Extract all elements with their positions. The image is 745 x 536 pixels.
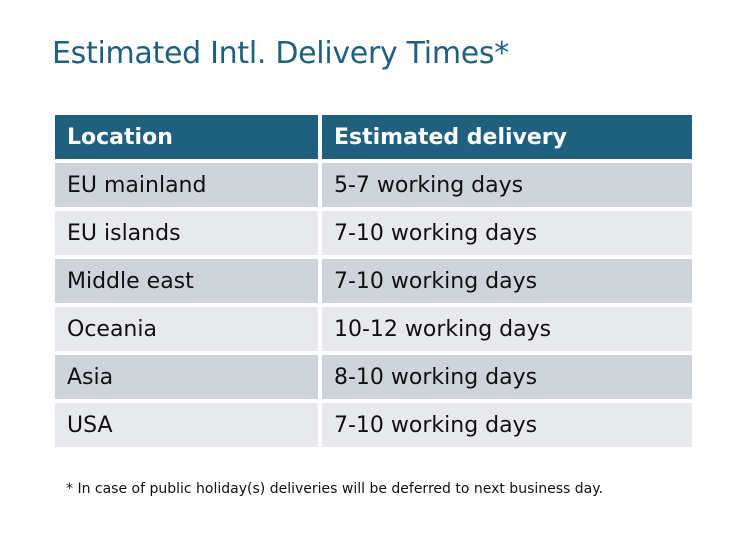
delivery-cell: 7-10 working days [322, 403, 692, 447]
table-header-row: Location Estimated delivery [55, 115, 692, 159]
delivery-cell: 7-10 working days [322, 259, 692, 303]
delivery-cell: 7-10 working days [322, 211, 692, 255]
footnote: * In case of public holiday(s) deliverie… [66, 481, 603, 497]
location-cell: USA [55, 403, 318, 447]
table-row: EU islands 7-10 working days [55, 211, 692, 255]
location-cell: Asia [55, 355, 318, 399]
delivery-cell: 5-7 working days [322, 163, 692, 207]
location-cell: EU islands [55, 211, 318, 255]
column-header-estimated-delivery: Estimated delivery [322, 115, 692, 159]
location-cell: Middle east [55, 259, 318, 303]
table-row: Middle east 7-10 working days [55, 259, 692, 303]
page-title: Estimated Intl. Delivery Times* [52, 36, 509, 71]
delivery-cell: 10-12 working days [322, 307, 692, 351]
delivery-cell: 8-10 working days [322, 355, 692, 399]
location-cell: Oceania [55, 307, 318, 351]
table-row: Oceania 10-12 working days [55, 307, 692, 351]
location-cell: EU mainland [55, 163, 318, 207]
delivery-times-table: Location Estimated delivery EU mainland 5… [51, 111, 696, 451]
table-row: USA 7-10 working days [55, 403, 692, 447]
table-row: EU mainland 5-7 working days [55, 163, 692, 207]
column-header-location: Location [55, 115, 318, 159]
table-row: Asia 8-10 working days [55, 355, 692, 399]
